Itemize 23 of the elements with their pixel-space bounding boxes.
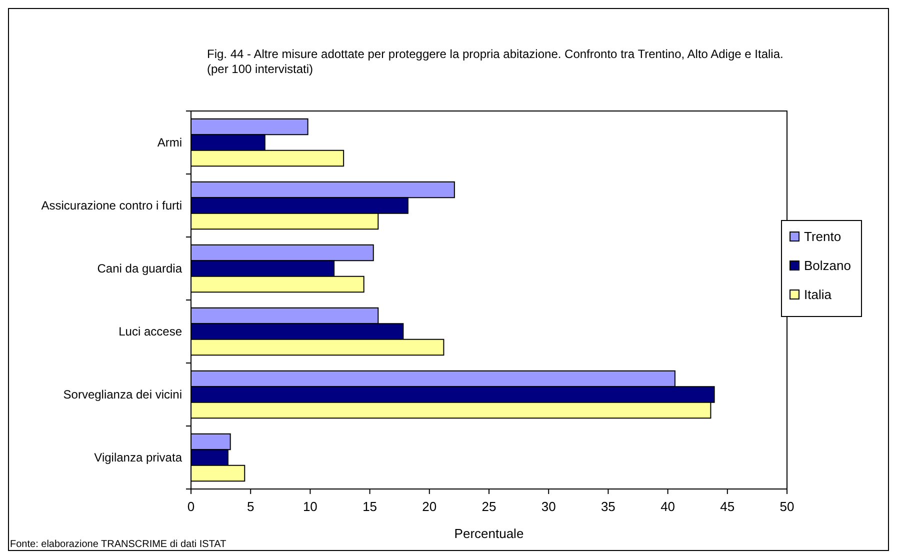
y-tick-label: Sorveglianza dei vicini <box>63 388 182 402</box>
x-tick-label: 40 <box>660 499 676 514</box>
x-tick-label: 5 <box>246 499 254 514</box>
x-tick-label: 0 <box>187 499 195 514</box>
source-note: Fonte: elaborazione TRANSCRIME di dati ISTAT <box>10 539 226 550</box>
y-tick-label: Armi <box>157 136 182 150</box>
y-tick-label: Cani da guardia <box>97 262 182 276</box>
y-tick-label: Vigilanza privata <box>94 450 182 464</box>
chart-title: Fig. 44 - Altre misure adottate per proteggere la propria abitazione. Confronto tra Trentino, Alto Adige e Italia. (per 100 intervistati) <box>207 47 784 76</box>
x-tick-label: 10 <box>302 499 318 514</box>
y-tick-label: Assicurazione contro i furti <box>41 198 182 212</box>
x-tick-label: 15 <box>362 499 378 514</box>
legend-label: Bolzano <box>804 258 851 273</box>
legend-label: Italia <box>804 287 832 302</box>
y-tick-label: Luci accese <box>118 324 182 338</box>
x-tick-label: 20 <box>422 499 437 514</box>
x-tick-label: 30 <box>541 499 556 514</box>
x-axis-title: Percentuale <box>454 526 524 541</box>
x-tick-label: 50 <box>780 499 794 514</box>
x-tick-label: 45 <box>720 499 735 514</box>
legend-label: Trento <box>804 229 842 244</box>
x-tick-label: 35 <box>600 499 616 514</box>
x-tick-label: 25 <box>482 499 496 514</box>
